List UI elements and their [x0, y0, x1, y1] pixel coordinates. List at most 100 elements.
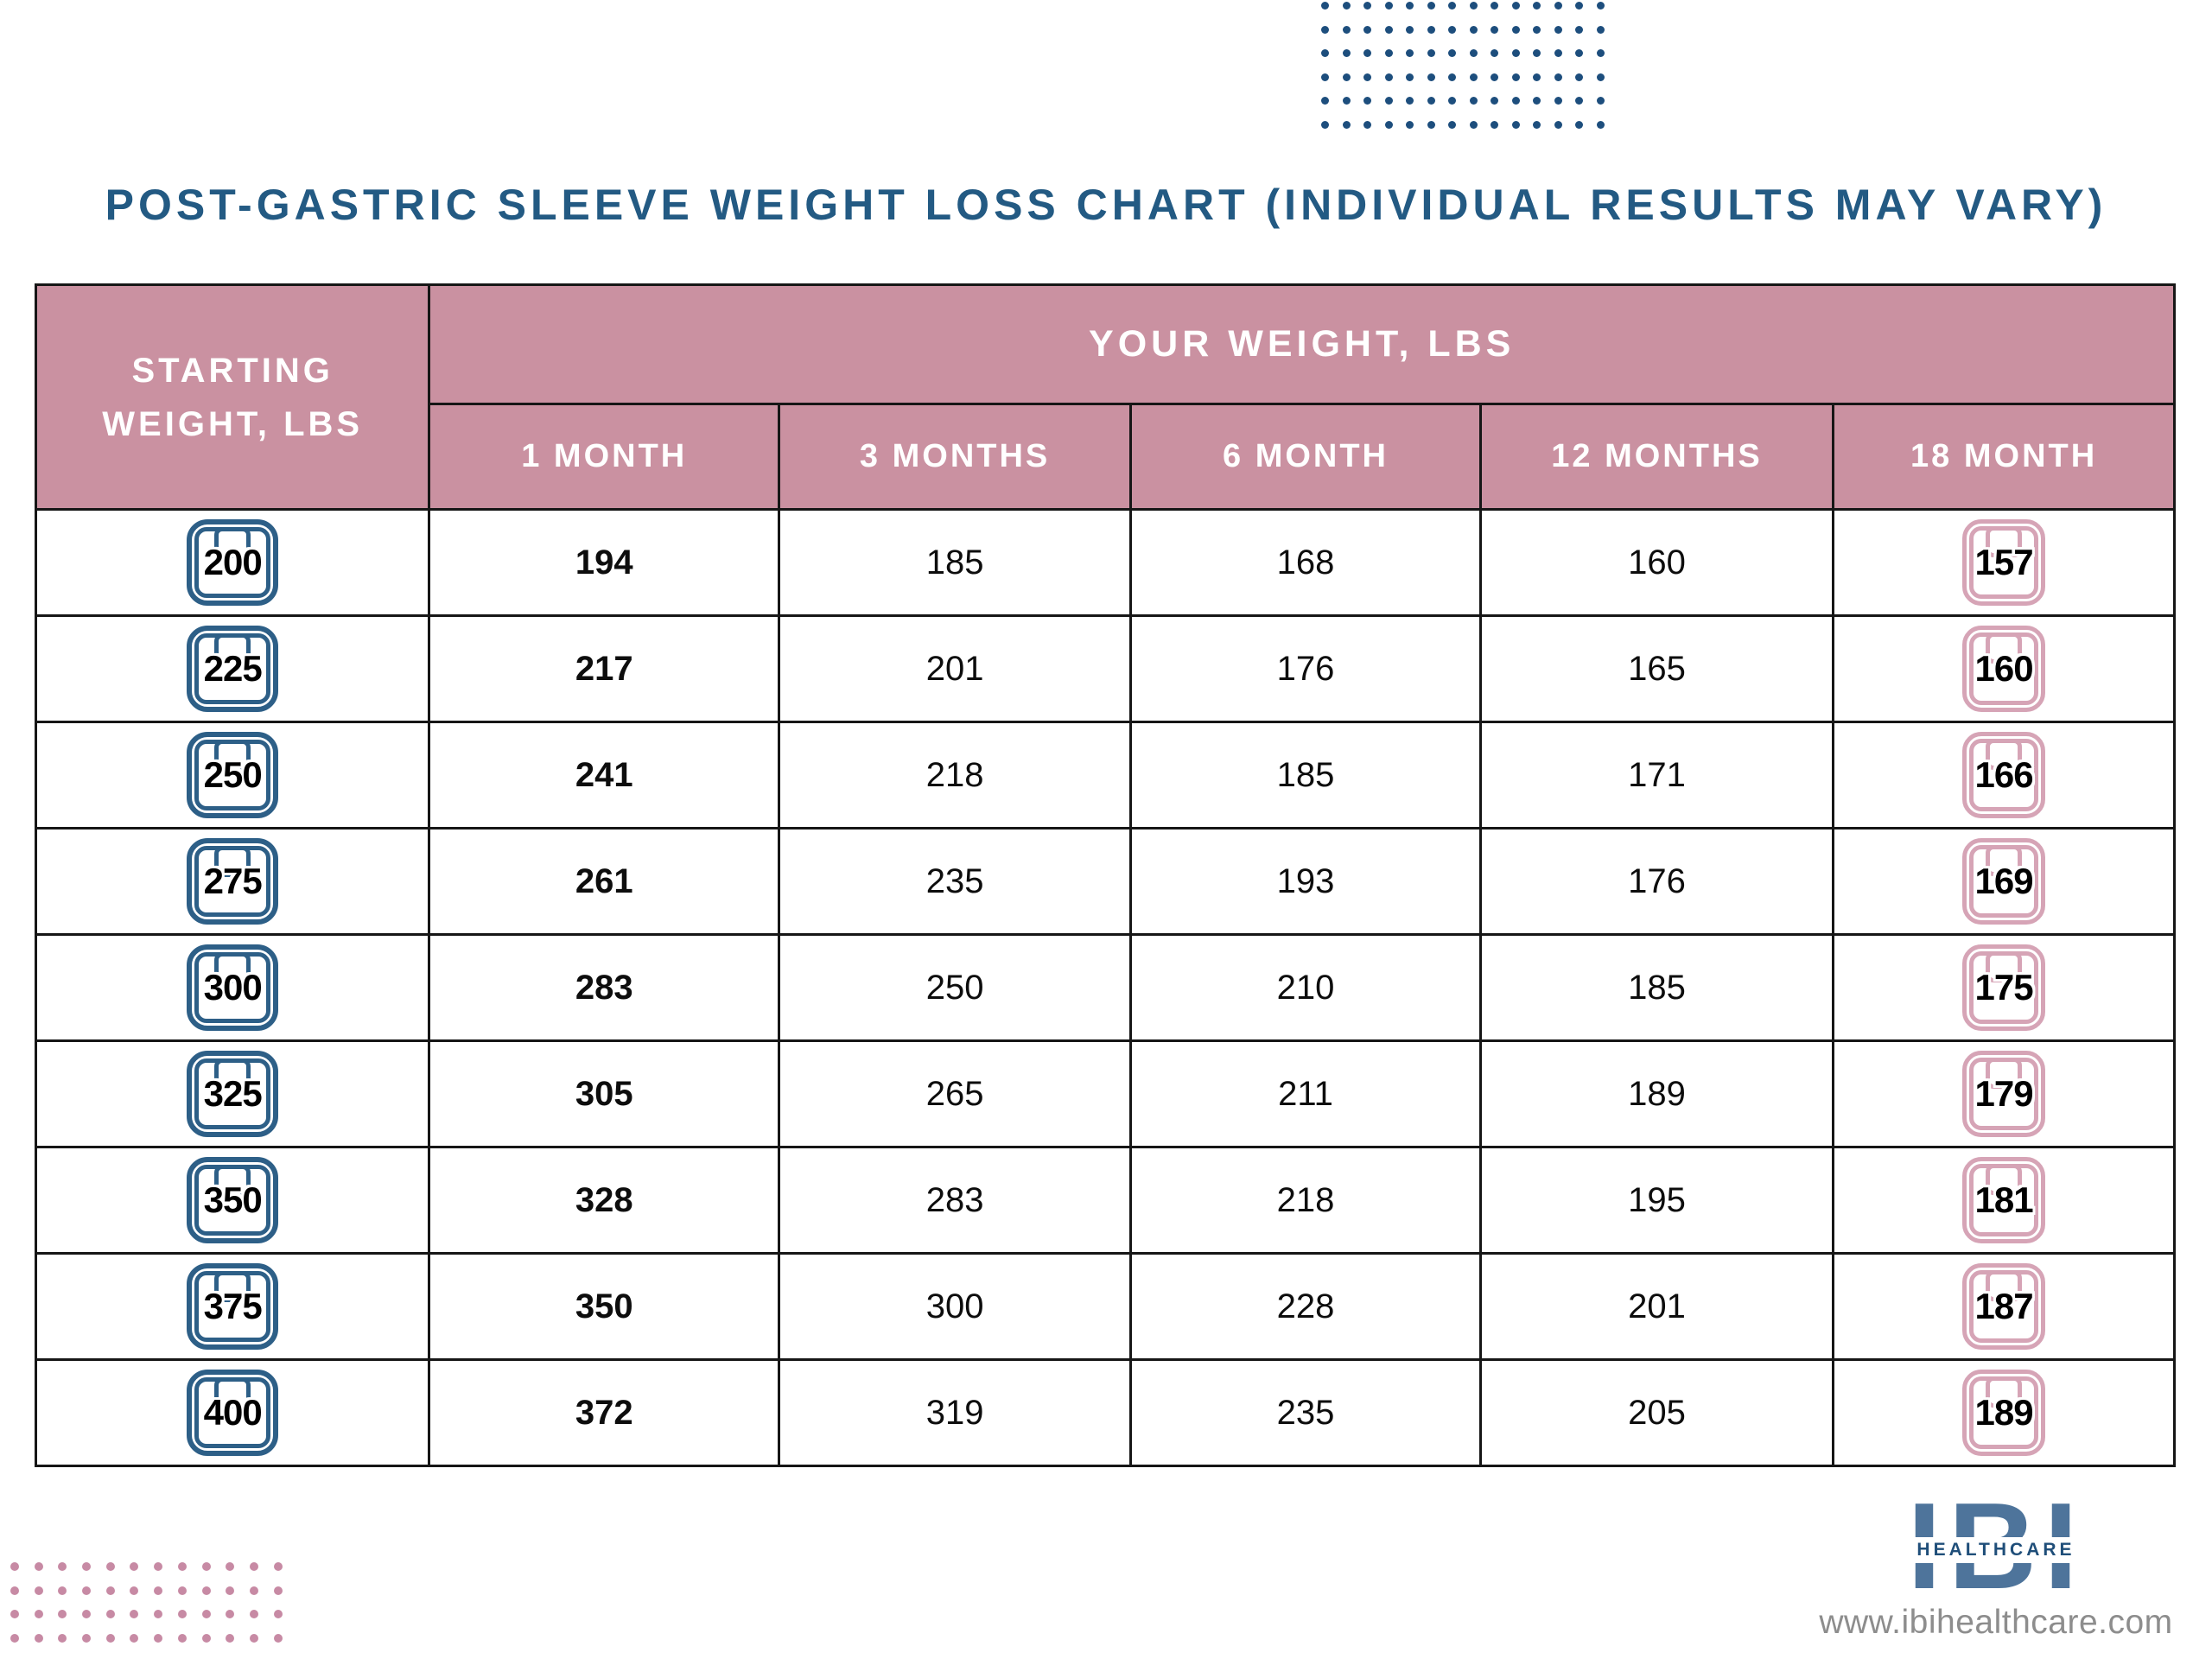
cell-starting-weight: 225 [34, 614, 431, 723]
header-1-month: 1 MONTH [428, 403, 781, 511]
dot [1448, 2, 1456, 10]
cell-weight: 160 [1478, 508, 1835, 617]
scale-icon: 400 [187, 1370, 279, 1456]
table-row: 275 261 235 193 176 169 [34, 827, 2176, 936]
cell-weight: 218 [1129, 1146, 1482, 1255]
dot [1511, 25, 1520, 34]
dot [1491, 120, 1498, 129]
table-body: 200 194 185 168 160 157 225 217 201 176 165 160 250 2… [34, 508, 2176, 1467]
scale-weight-value: 181 [1974, 1179, 2034, 1220]
dot [1406, 2, 1414, 10]
dot [249, 1610, 258, 1619]
scale-icon: 275 [187, 838, 279, 925]
dot [1511, 2, 1520, 10]
dot [1427, 25, 1435, 34]
dot [1554, 120, 1562, 129]
scale-icon: 189 [1962, 1370, 2046, 1456]
dot [1596, 97, 1605, 105]
dot [1363, 49, 1371, 58]
dot [1321, 97, 1329, 105]
dot [177, 1562, 187, 1571]
cell-18-month: 181 [1832, 1146, 2176, 1255]
dot [1384, 25, 1393, 34]
dot [130, 1586, 139, 1595]
dot [1321, 120, 1329, 129]
cell-weight: 319 [778, 1358, 1133, 1467]
scale-weight-value: 325 [203, 1073, 263, 1114]
cell-weight: 217 [428, 614, 781, 723]
dot [154, 1634, 163, 1643]
scale-icon: 169 [1962, 838, 2046, 925]
dot [1554, 49, 1562, 58]
cell-weight: 328 [428, 1146, 781, 1255]
dot [249, 1634, 258, 1643]
cell-weight: 300 [778, 1252, 1133, 1361]
header-3-months: 3 MONTHS [778, 403, 1133, 511]
dot [1384, 49, 1393, 58]
dot [273, 1634, 283, 1643]
table-row: 225 217 201 176 165 160 [34, 614, 2176, 723]
dot [1491, 49, 1498, 58]
dot [1469, 2, 1478, 10]
dot [82, 1562, 92, 1571]
header-18-month: 18 MONTH [1832, 403, 2176, 511]
dot [226, 1610, 235, 1619]
scale-weight-value: 166 [1974, 754, 2034, 795]
scale-weight-value: 400 [203, 1392, 263, 1433]
dot [1469, 25, 1478, 34]
table-row: 350 328 283 218 195 181 [34, 1146, 2176, 1255]
cell-weight: 265 [778, 1039, 1133, 1148]
dot [177, 1634, 187, 1643]
dot [1406, 25, 1414, 34]
dot [1491, 25, 1498, 34]
table-row: 375 350 300 228 201 187 [34, 1252, 2176, 1361]
cell-weight: 185 [1129, 721, 1482, 830]
scale-weight-value: 157 [1974, 542, 2034, 582]
dot [1448, 49, 1456, 58]
scale-weight-value: 275 [203, 861, 263, 901]
dot [1533, 97, 1541, 105]
cell-weight: 205 [1478, 1358, 1835, 1467]
dot [1554, 73, 1562, 81]
scale-icon: 325 [187, 1051, 279, 1137]
cell-18-month: 160 [1832, 614, 2176, 723]
scale-weight-value: 179 [1974, 1073, 2034, 1114]
cell-18-month: 189 [1832, 1358, 2176, 1467]
table-row: 250 241 218 185 171 166 [34, 721, 2176, 830]
dot [105, 1562, 115, 1571]
cell-starting-weight: 400 [34, 1358, 431, 1467]
table-row: 325 305 265 211 189 179 [34, 1039, 2176, 1148]
dot [154, 1562, 163, 1571]
dot [1342, 73, 1351, 81]
dot [1321, 49, 1329, 58]
cell-starting-weight: 250 [34, 721, 431, 830]
dot [1427, 120, 1435, 129]
dot [1533, 25, 1541, 34]
dot [273, 1610, 283, 1619]
dot [1554, 97, 1562, 105]
dot [1363, 25, 1371, 34]
cell-18-month: 169 [1832, 827, 2176, 936]
dot [1342, 49, 1351, 58]
dot [130, 1634, 139, 1643]
weight-loss-table: STARTING WEIGHT, LBS YOUR WEIGHT, LBS 1 … [34, 283, 2176, 1467]
dot [1384, 120, 1393, 129]
cell-weight: 372 [428, 1358, 781, 1467]
group-header: YOUR WEIGHT, LBS [428, 283, 2176, 405]
table-row: 300 283 250 210 185 175 [34, 933, 2176, 1042]
dot [273, 1586, 283, 1595]
dot [1406, 73, 1414, 81]
scale-weight-value: 200 [203, 542, 263, 582]
scale-icon: 225 [187, 626, 279, 712]
dot-pattern-bottom [10, 1562, 283, 1643]
dot [34, 1610, 43, 1619]
cell-weight: 189 [1478, 1039, 1835, 1148]
scale-icon: 166 [1962, 732, 2046, 818]
scale-icon: 181 [1962, 1157, 2046, 1243]
cell-starting-weight: 325 [34, 1039, 431, 1148]
scale-weight-value: 160 [1974, 648, 2034, 689]
dot [1533, 49, 1541, 58]
dot [1596, 2, 1605, 10]
dot [1491, 97, 1498, 105]
dot [1511, 49, 1520, 58]
